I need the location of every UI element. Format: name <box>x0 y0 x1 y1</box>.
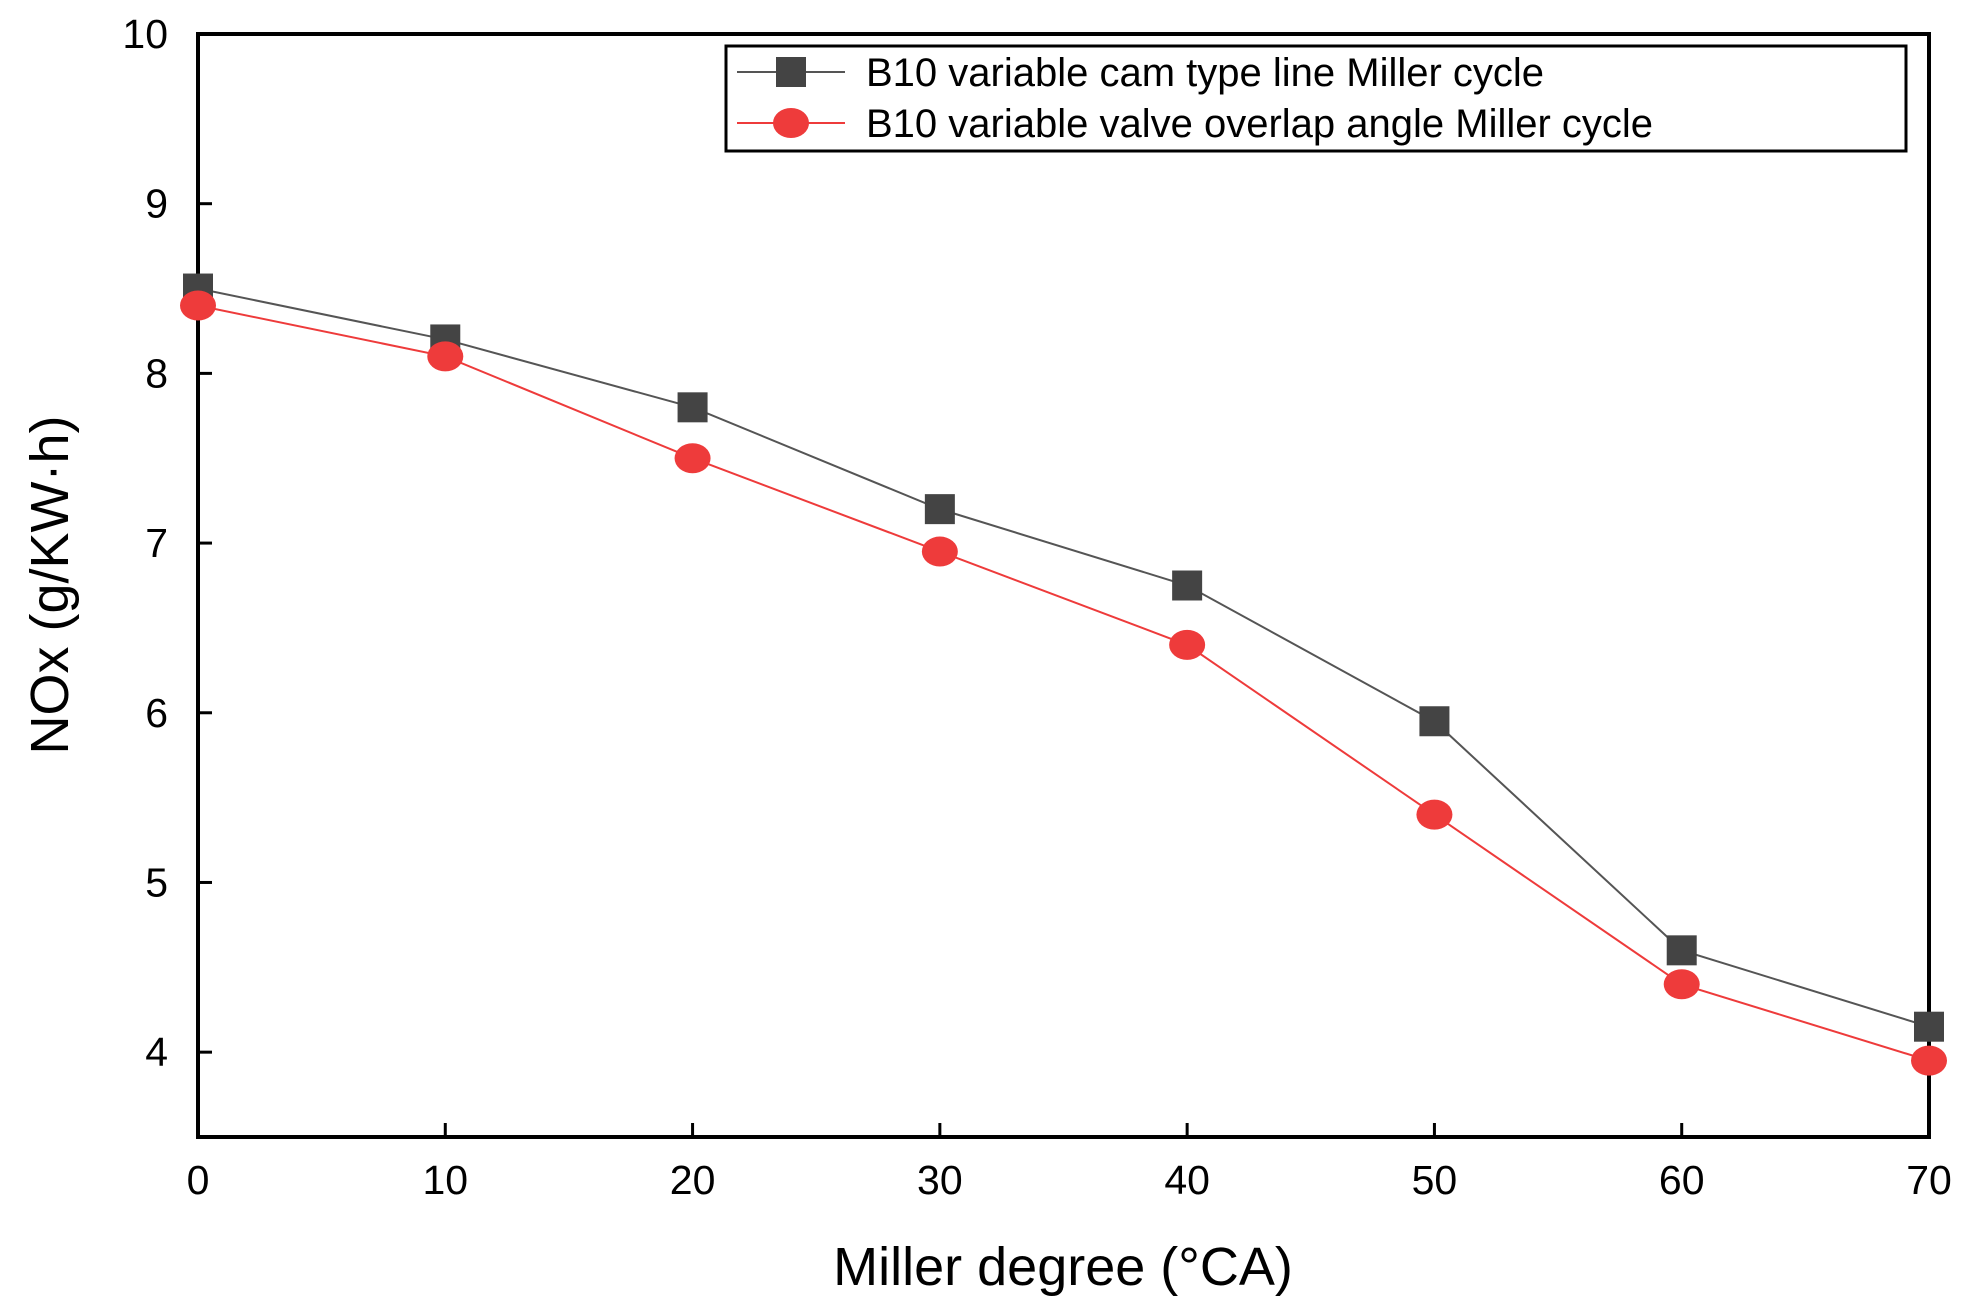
y-tick-label: 5 <box>145 859 168 905</box>
series-2-point <box>921 536 958 567</box>
y-tick-label: 6 <box>145 690 168 736</box>
series-2-line <box>197 304 1930 1062</box>
legend-marker-series-1 <box>776 57 806 87</box>
x-tick-label: 40 <box>1164 1157 1210 1203</box>
series-1-point <box>1666 935 1697 966</box>
legend-label-series-1: B10 variable cam type line Miller cycle <box>866 51 1544 95</box>
y-axis-title: NOx (g/KW·h) <box>20 415 80 754</box>
y-tick-label: 7 <box>145 520 168 566</box>
series-2-point <box>1663 969 1700 1000</box>
y-tick-label: 9 <box>145 181 168 227</box>
x-tick-label: 0 <box>187 1157 210 1203</box>
series-2 <box>180 290 1947 1076</box>
legend: B10 variable cam type line Miller cycle … <box>724 44 1908 153</box>
axis-tick-labels: 0 10 20 30 40 50 60 70 4 5 6 7 8 9 10 <box>122 11 1951 1203</box>
series-1-line <box>197 287 1930 1028</box>
series-2-point <box>427 341 464 372</box>
series-1-point <box>1914 1011 1944 1042</box>
series-2-point <box>1416 799 1453 830</box>
series-2-point <box>1911 1045 1947 1076</box>
x-axis-title: Miller degree (°CA) <box>833 1237 1293 1297</box>
series-1-point <box>1419 706 1450 737</box>
series-layer <box>180 273 1947 1076</box>
axis-ticks <box>196 32 1931 1137</box>
x-tick-label: 20 <box>670 1157 716 1203</box>
y-tick-label: 4 <box>145 1029 168 1075</box>
plot-frame <box>196 32 1931 1139</box>
series-2-point <box>180 290 216 321</box>
x-tick-label: 60 <box>1659 1157 1705 1203</box>
x-tick-label: 70 <box>1906 1157 1952 1203</box>
x-tick-label: 50 <box>1412 1157 1458 1203</box>
legend-box <box>724 44 1908 153</box>
series-1-point <box>924 494 955 525</box>
series-1 <box>183 273 1944 1042</box>
legend-label-series-2: B10 variable valve overlap angle Miller … <box>866 102 1653 146</box>
x-tick-label: 10 <box>422 1157 468 1203</box>
series-1-point <box>1172 570 1203 601</box>
y-tick-label: 8 <box>145 350 168 396</box>
series-2-point <box>674 443 711 474</box>
y-tick-label: 10 <box>122 11 168 57</box>
x-tick-label: 30 <box>917 1157 963 1203</box>
legend-marker-series-2 <box>773 108 809 138</box>
series-2-point <box>1169 629 1206 660</box>
series-1-point <box>677 392 708 423</box>
